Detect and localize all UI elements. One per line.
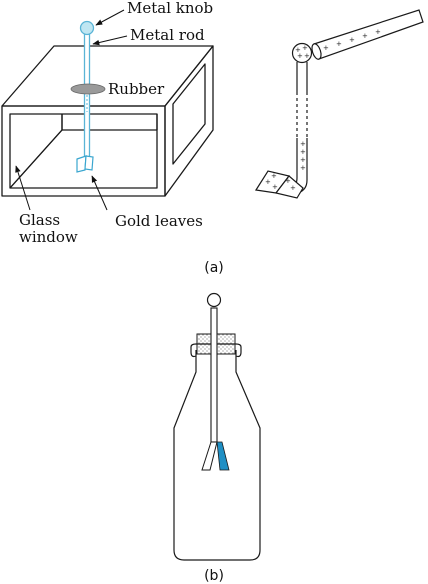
charge-sign: + (375, 28, 381, 36)
charging-rod (313, 9, 424, 60)
box-right-face (164, 45, 214, 197)
caption-a: (a) (204, 260, 224, 276)
charge-sign: + (297, 52, 303, 60)
charged-rod-diagram (255, 9, 424, 199)
glass-label-line1: Glass (19, 211, 60, 229)
charge-sign: + (271, 172, 277, 180)
metal-knob (79, 20, 95, 36)
charge-sign: + (304, 52, 310, 60)
charge-sign: + (300, 156, 306, 164)
bottle-leaf-left (201, 441, 218, 471)
charge-sign: + (285, 177, 291, 185)
charge-sign: + (362, 32, 368, 40)
charge-sign: + (300, 148, 306, 156)
charge-sign: + (349, 36, 355, 44)
metal-rod-assembly (70, 20, 106, 173)
charge-sign: + (323, 44, 329, 52)
charge-sign: + (290, 184, 296, 192)
charge-sign: + (302, 44, 308, 52)
electroscope-knob (291, 42, 313, 64)
charge-sign: + (300, 140, 306, 148)
electroscope-stem-top (296, 62, 308, 92)
bottle-metal-rod (210, 307, 218, 443)
charge-sign: + (300, 164, 306, 172)
metal-knob-label: Metal knob (127, 0, 213, 17)
charge-sign: + (265, 178, 271, 186)
rubber-label: Rubber (108, 80, 165, 98)
electroscope-leaf-right (274, 175, 304, 199)
side-glass-window (172, 63, 206, 165)
electroscope-stem-hidden (296, 92, 308, 138)
front-glass-window (9, 113, 158, 189)
metal-rod-label: Metal rod (130, 26, 205, 44)
gold-leaf-left (76, 155, 87, 173)
bottle-leaf-right (216, 441, 230, 471)
charge-sign: + (272, 183, 278, 191)
inner-back-edge-left (9, 114, 63, 189)
glass-window-pointer (15, 165, 31, 211)
metal-rod-pointer (92, 35, 128, 46)
caption-b: (b) (204, 568, 224, 584)
inner-floor-diagonal (9, 129, 63, 189)
metal-knob-pointer (95, 9, 125, 26)
gold-leaf-right (84, 155, 94, 171)
box-front-face (1, 105, 166, 197)
bottle-electroscope (173, 292, 261, 561)
label-pointers (15, 9, 128, 211)
charge-sign: + (336, 40, 342, 48)
charge-sign: + (295, 46, 301, 54)
charging-rod-end (311, 43, 322, 60)
gold-leaves-label: Gold leaves (115, 212, 203, 230)
charge-markers: + + + + + + + + + + + + + + + + + + (265, 28, 381, 192)
rubber-stopper (70, 83, 106, 95)
electroscope-box (1, 45, 214, 197)
glass-label-line2: window (19, 228, 78, 246)
gold-leaves-pointer (91, 175, 108, 211)
bottle-metal-knob (206, 292, 222, 308)
